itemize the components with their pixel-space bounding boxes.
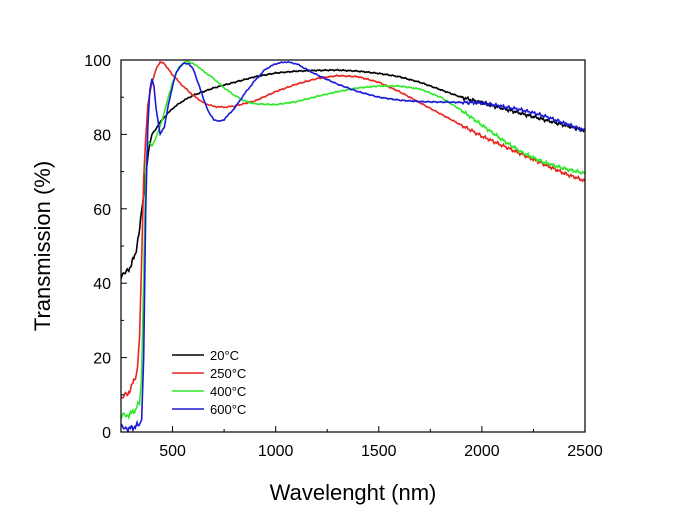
series-line-3 — [121, 60, 585, 432]
y-tick-label: 0 — [102, 425, 111, 442]
plot-frame — [120, 59, 586, 433]
x-tick-label: 1000 — [258, 443, 294, 460]
x-axis-title: Wavelenght (nm) — [270, 480, 437, 505]
series-line-2 — [121, 60, 585, 421]
series-line-1 — [121, 60, 585, 399]
x-tick-label: 2000 — [464, 443, 500, 460]
y-tick-label: 100 — [84, 53, 111, 70]
legend: 20°C 250°C 400°C 600°C — [172, 348, 246, 417]
y-tick-label: 80 — [93, 127, 111, 144]
x-tick-label: 1500 — [361, 443, 397, 460]
axis-ticks: 500 1000 1500 2000 2500 0 20 40 60 80 100 — [84, 53, 603, 460]
series-line-0 — [121, 68, 585, 279]
legend-label-2: 400°C — [210, 384, 246, 399]
y-tick-label: 40 — [93, 276, 111, 293]
legend-label-0: 20°C — [210, 348, 239, 363]
y-tick-label: 60 — [93, 202, 111, 219]
plot-content — [121, 60, 585, 432]
y-axis-title: Transmission (%) — [30, 161, 55, 331]
legend-label-3: 600°C — [210, 402, 246, 417]
legend-label-1: 250°C — [210, 366, 246, 381]
x-tick-label: 500 — [159, 443, 186, 460]
y-tick-label: 20 — [93, 351, 111, 368]
x-tick-label: 2500 — [567, 443, 603, 460]
